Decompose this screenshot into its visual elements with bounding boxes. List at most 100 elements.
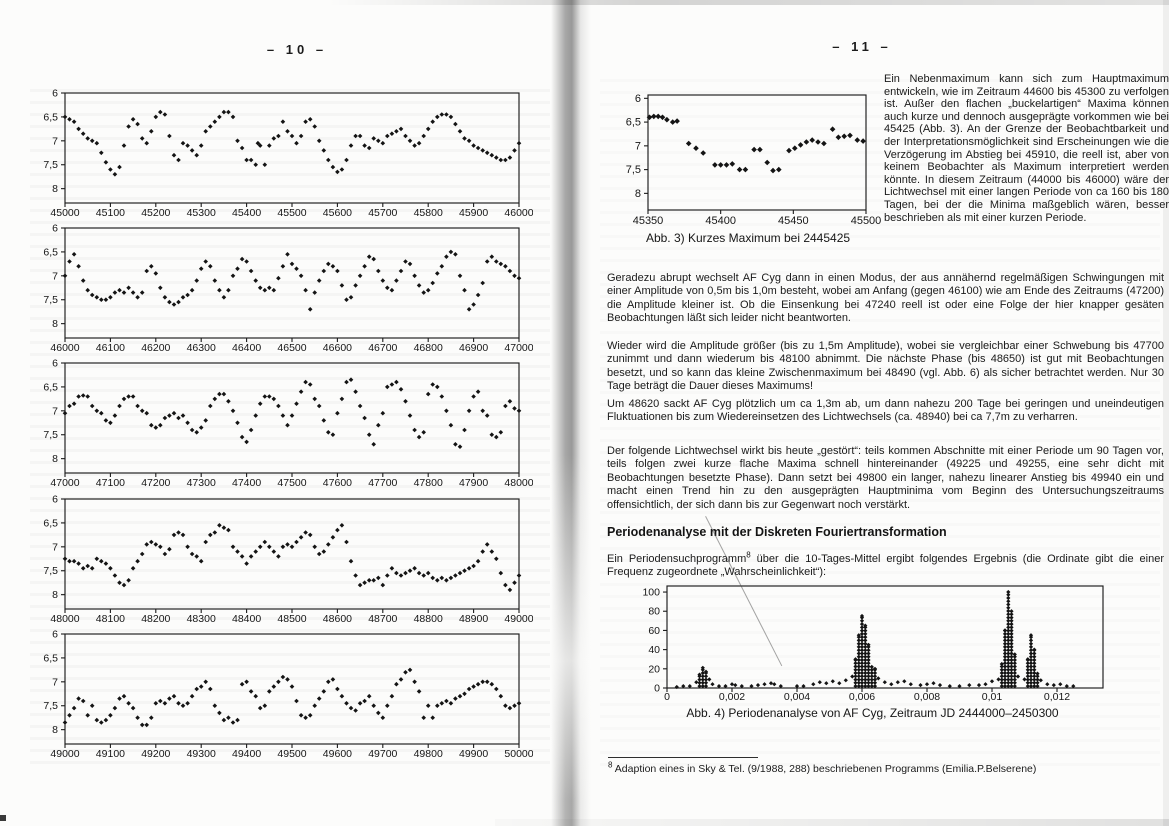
svg-text:48700: 48700 [368, 613, 397, 625]
svg-text:47100: 47100 [96, 477, 125, 489]
svg-text:60: 60 [648, 625, 660, 637]
svg-text:46200: 46200 [141, 342, 170, 354]
svg-text:8: 8 [52, 589, 58, 601]
svg-text:6: 6 [52, 494, 58, 506]
svg-text:48000: 48000 [504, 477, 533, 489]
svg-text:46800: 46800 [414, 342, 443, 354]
svg-text:80: 80 [648, 606, 660, 618]
svg-text:48500: 48500 [277, 613, 306, 625]
svg-text:49300: 49300 [187, 748, 216, 760]
svg-text:6,5: 6,5 [43, 381, 58, 393]
svg-text:46600: 46600 [323, 342, 352, 354]
svg-text:45600: 45600 [323, 207, 352, 219]
svg-text:49400: 49400 [232, 748, 261, 760]
footnote-text: Adaption eines in Sky & Tel. (9/1988, 28… [614, 763, 1037, 775]
svg-text:49200: 49200 [141, 748, 170, 760]
svg-text:6,5: 6,5 [626, 117, 641, 129]
svg-text:6,5: 6,5 [43, 246, 58, 258]
svg-text:6,5: 6,5 [43, 652, 58, 664]
svg-text:47700: 47700 [368, 477, 397, 489]
svg-text:45400: 45400 [705, 215, 736, 227]
fourier-intro-paragraph: Ein Periodensuchprogramm8 über die 10-Ta… [607, 550, 1164, 580]
svg-text:47400: 47400 [232, 477, 261, 489]
svg-text:7: 7 [635, 140, 641, 152]
svg-text:20: 20 [648, 663, 660, 675]
svg-text:8: 8 [52, 318, 58, 330]
svg-text:48000: 48000 [50, 613, 79, 625]
paragraph-modus: Geradezu abrupt wechselt AF Cyg dann in … [607, 272, 1164, 325]
svg-text:47300: 47300 [187, 477, 216, 489]
svg-text:6: 6 [635, 93, 641, 105]
svg-text:49500: 49500 [277, 748, 306, 760]
svg-text:7,5: 7,5 [43, 294, 58, 306]
footnote-separator-rule [608, 757, 758, 758]
lightcurve-chart-45000-46000: 45000 45100 45200 45300 45400 45500 45600 45700… [43, 88, 533, 220]
svg-text:49900: 49900 [459, 748, 488, 760]
fig3-caption: Abb. 3) Kurzes Maximum bei 2445425 [645, 231, 851, 245]
svg-text:45900: 45900 [459, 207, 488, 219]
svg-text:45700: 45700 [368, 207, 397, 219]
svg-text:6: 6 [52, 358, 58, 370]
svg-text:47500: 47500 [277, 477, 306, 489]
svg-text:49600: 49600 [323, 748, 352, 760]
svg-text:47000: 47000 [50, 477, 79, 489]
fig4-caption: Abb. 4) Periodenanalyse von AF Cyg, Zeit… [686, 706, 1059, 720]
svg-text:46900: 46900 [459, 342, 488, 354]
svg-text:50000: 50000 [504, 748, 533, 760]
svg-text:6,5: 6,5 [43, 517, 58, 529]
svg-text:7,5: 7,5 [43, 429, 58, 441]
svg-text:46000: 46000 [504, 207, 533, 219]
svg-text:48400: 48400 [232, 613, 261, 625]
svg-text:8: 8 [635, 188, 641, 200]
svg-text:0,004: 0,004 [784, 691, 810, 703]
svg-text:7,5: 7,5 [43, 700, 58, 712]
svg-text:7: 7 [52, 405, 58, 417]
svg-text:45500: 45500 [851, 215, 882, 227]
fourier-intro-pre: Ein Periodensuchprogramm [607, 553, 747, 565]
lightcurve-chart-46000-47000: 46000 46100 46200 46300 46400 46500 46600 46700… [43, 223, 533, 355]
svg-text:0,002: 0,002 [719, 691, 745, 703]
svg-text:6: 6 [52, 88, 58, 100]
footnote-ref-superscript: 8 [746, 550, 751, 560]
scan-edge-right [1163, 0, 1169, 826]
svg-text:45200: 45200 [141, 207, 170, 219]
scan-edge-bottom [495, 819, 1169, 826]
svg-text:45350: 45350 [633, 215, 664, 227]
svg-text:46400: 46400 [232, 342, 261, 354]
svg-text:49800: 49800 [414, 748, 443, 760]
svg-text:7,5: 7,5 [43, 159, 58, 171]
svg-text:46500: 46500 [277, 342, 306, 354]
svg-text:6,5: 6,5 [43, 111, 58, 123]
svg-text:48800: 48800 [414, 613, 443, 625]
svg-text:100: 100 [642, 587, 660, 599]
lightcurve-chart-48000-49000: 48000 48100 48200 48300 48400 48500 48600 48700… [43, 494, 533, 626]
svg-text:7,5: 7,5 [43, 565, 58, 577]
lightcurve-chart-47000-48000: 47000 47100 47200 47300 47400 47500 47600 47700… [43, 358, 533, 490]
lightcurve-chart-49000-50000: 49000 49100 49200 49300 49400 49500 49600 49700… [43, 629, 533, 761]
intro-paragraph: Ein Nebenmaximum kann sich zum Hauptmaxi… [884, 73, 1169, 224]
footnote: 8 Adaption eines in Sky & Tel. (9/1988, … [608, 761, 1164, 775]
svg-text:46000: 46000 [50, 342, 79, 354]
svg-text:7: 7 [52, 676, 58, 688]
svg-text:49100: 49100 [96, 748, 125, 760]
svg-text:0: 0 [654, 683, 660, 695]
svg-text:47900: 47900 [459, 477, 488, 489]
svg-text:45000: 45000 [50, 207, 79, 219]
svg-text:45500: 45500 [277, 207, 306, 219]
svg-text:47000: 47000 [504, 342, 533, 354]
svg-text:47200: 47200 [141, 477, 170, 489]
svg-text:0,006: 0,006 [849, 691, 875, 703]
svg-text:48900: 48900 [459, 613, 488, 625]
svg-text:48300: 48300 [187, 613, 216, 625]
svg-text:45300: 45300 [187, 207, 216, 219]
svg-text:46300: 46300 [187, 342, 216, 354]
fig3-kurzes-maximum-chart: 45350 45400 45450 45500 6 6,5 7 7,5 8 [626, 93, 882, 227]
paragraph-amplitude: Wieder wird die Amplitude größer (bis zu… [607, 340, 1164, 393]
paragraph-absacken: Um 48620 sackt AF Cyg plötzlich um ca 1,… [607, 398, 1164, 424]
paragraph-gestoert: Der folgende Lichtwechsel wirkt bis heut… [607, 445, 1164, 511]
svg-text:8: 8 [52, 724, 58, 736]
page-number-right: – 11 – [832, 39, 892, 54]
svg-text:47800: 47800 [414, 477, 443, 489]
svg-text:6: 6 [52, 629, 58, 641]
